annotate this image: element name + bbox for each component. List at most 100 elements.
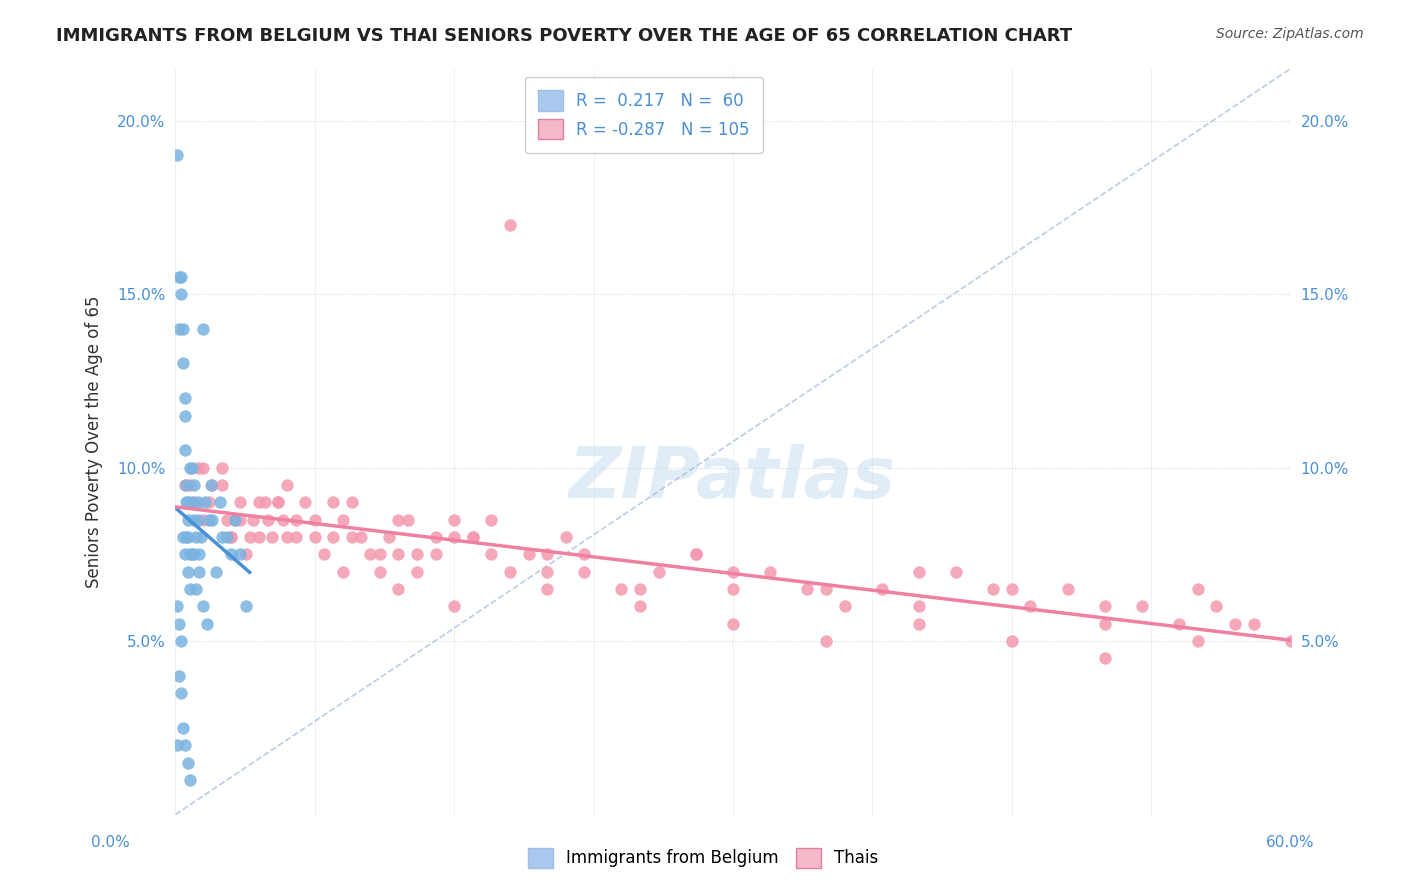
- Point: [443, 599, 465, 614]
- Point: [1223, 616, 1246, 631]
- Point: [235, 599, 257, 614]
- Point: [294, 495, 316, 509]
- Point: [201, 513, 224, 527]
- Point: [425, 547, 447, 561]
- Point: [177, 530, 200, 544]
- Point: [499, 218, 522, 232]
- Point: [179, 582, 201, 596]
- Point: [176, 495, 198, 509]
- Point: [304, 530, 326, 544]
- Point: [167, 616, 190, 631]
- Point: [443, 530, 465, 544]
- Point: [193, 460, 215, 475]
- Point: [814, 634, 837, 648]
- Point: [172, 322, 194, 336]
- Point: [193, 513, 215, 527]
- Point: [166, 148, 188, 162]
- Point: [1056, 582, 1078, 596]
- Y-axis label: Seniors Poverty Over the Age of 65: Seniors Poverty Over the Age of 65: [86, 295, 103, 588]
- Point: [834, 599, 856, 614]
- Point: [197, 495, 219, 509]
- Point: [177, 495, 200, 509]
- Point: [167, 269, 190, 284]
- Point: [574, 547, 596, 561]
- Point: [197, 513, 219, 527]
- Point: [685, 547, 707, 561]
- Point: [908, 565, 931, 579]
- Point: [187, 460, 209, 475]
- Point: [195, 616, 218, 631]
- Point: [266, 495, 288, 509]
- Point: [387, 513, 409, 527]
- Point: [443, 513, 465, 527]
- Point: [554, 530, 576, 544]
- Point: [179, 772, 201, 787]
- Point: [332, 513, 354, 527]
- Point: [610, 582, 633, 596]
- Point: [188, 565, 211, 579]
- Point: [187, 495, 209, 509]
- Point: [190, 530, 212, 544]
- Legend: Immigrants from Belgium, Thais: Immigrants from Belgium, Thais: [522, 841, 884, 875]
- Point: [172, 530, 194, 544]
- Point: [276, 530, 298, 544]
- Point: [499, 565, 522, 579]
- Point: [170, 269, 193, 284]
- Point: [247, 530, 270, 544]
- Point: [1094, 599, 1116, 614]
- Point: [193, 322, 215, 336]
- Point: [406, 565, 429, 579]
- Point: [173, 478, 195, 492]
- Point: [201, 478, 224, 492]
- Point: [396, 513, 419, 527]
- Point: [647, 565, 669, 579]
- Point: [217, 513, 239, 527]
- Point: [285, 530, 308, 544]
- Point: [179, 460, 201, 475]
- Point: [177, 565, 200, 579]
- Point: [378, 530, 401, 544]
- Point: [170, 287, 193, 301]
- Point: [360, 547, 382, 561]
- Point: [1130, 599, 1153, 614]
- Point: [176, 530, 198, 544]
- Point: [340, 530, 363, 544]
- Point: [181, 460, 204, 475]
- Point: [479, 547, 502, 561]
- Point: [461, 530, 484, 544]
- Text: 0.0%: 0.0%: [91, 836, 131, 850]
- Point: [340, 495, 363, 509]
- Point: [257, 513, 280, 527]
- Point: [260, 530, 283, 544]
- Point: [229, 547, 252, 561]
- Point: [224, 513, 246, 527]
- Point: [285, 513, 308, 527]
- Point: [211, 478, 233, 492]
- Point: [173, 443, 195, 458]
- Point: [368, 565, 391, 579]
- Point: [242, 513, 264, 527]
- Point: [425, 530, 447, 544]
- Point: [166, 738, 188, 752]
- Point: [981, 582, 1004, 596]
- Point: [322, 495, 344, 509]
- Point: [1094, 651, 1116, 665]
- Point: [224, 513, 246, 527]
- Point: [759, 565, 782, 579]
- Point: [721, 565, 744, 579]
- Point: [721, 616, 744, 631]
- Point: [517, 547, 540, 561]
- Point: [796, 582, 818, 596]
- Point: [179, 478, 201, 492]
- Point: [173, 547, 195, 561]
- Point: [1243, 616, 1265, 631]
- Point: [187, 513, 209, 527]
- Legend: R =  0.217   N =  60, R = -0.287   N = 105: R = 0.217 N = 60, R = -0.287 N = 105: [524, 77, 763, 153]
- Point: [1168, 616, 1191, 631]
- Point: [574, 565, 596, 579]
- Point: [721, 582, 744, 596]
- Point: [172, 721, 194, 735]
- Point: [461, 530, 484, 544]
- Point: [628, 599, 651, 614]
- Point: [247, 495, 270, 509]
